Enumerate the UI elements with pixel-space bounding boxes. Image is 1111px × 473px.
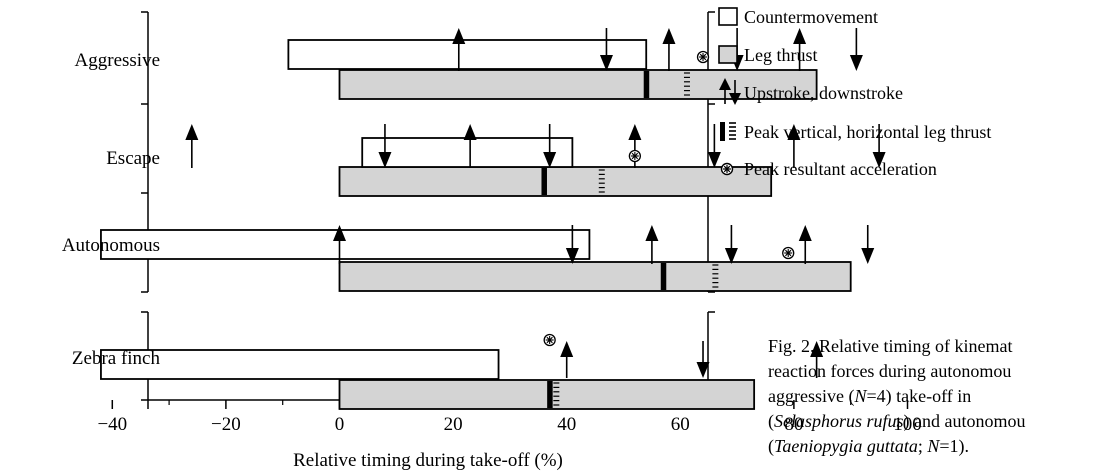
downstroke-arrowhead bbox=[872, 152, 886, 168]
countermovement-bar bbox=[287, 39, 648, 70]
x-tick-label: 0 bbox=[335, 414, 345, 435]
legend-item-peak-acceleration: Peak resultant acceleration bbox=[717, 158, 937, 180]
acceleration-marker-line bbox=[546, 336, 553, 344]
x-tick-label: −40 bbox=[97, 414, 127, 435]
acceleration-marker-line bbox=[699, 53, 707, 61]
x-tick-label: 60 bbox=[671, 414, 690, 435]
upstroke-arrowhead bbox=[463, 124, 477, 140]
peak-vertical-thrust-mark bbox=[660, 263, 667, 290]
figure-caption: Fig. 2. Relative timing of kinemat react… bbox=[768, 334, 1111, 459]
legend-label-leg-thrust: Leg thrust bbox=[744, 45, 818, 65]
upstroke-arrowhead bbox=[662, 28, 676, 44]
acceleration-marker-line bbox=[631, 152, 639, 160]
category-label: Escape bbox=[106, 148, 160, 169]
downstroke-arrowhead bbox=[707, 152, 721, 168]
downstroke-arrowhead bbox=[378, 152, 392, 168]
countermovement-swatch bbox=[717, 6, 741, 28]
upstroke-arrowhead bbox=[560, 341, 574, 357]
legend-label-peak-acceleration: Peak resultant acceleration bbox=[744, 159, 937, 179]
row-zebra-finch bbox=[100, 333, 824, 410]
caption-line-2: reaction forces during autonomou bbox=[768, 361, 1012, 381]
caption-line-4: (Selasphorus rufus) and autonomou bbox=[768, 411, 1026, 431]
caption-line-1: Fig. 2. Relative timing of kinemat bbox=[768, 336, 1013, 356]
x-tick-label: 80 bbox=[784, 414, 803, 435]
upstroke-arrowhead bbox=[452, 28, 466, 44]
legend-label-countermovement: Countermovement bbox=[744, 7, 878, 27]
downstroke-arrowhead bbox=[543, 152, 557, 168]
x-tick-label: 100 bbox=[893, 414, 922, 435]
legend-item-leg-thrust: Leg thrust bbox=[717, 44, 818, 66]
downstroke-arrowhead bbox=[565, 248, 579, 264]
legend-item-countermovement: Countermovement bbox=[717, 6, 878, 28]
upstroke-arrowhead bbox=[793, 28, 807, 44]
upstroke-arrowhead bbox=[787, 124, 801, 140]
row-aggressive bbox=[287, 28, 863, 100]
row-autonomous bbox=[100, 225, 875, 292]
upstroke-arrowhead bbox=[798, 225, 812, 241]
downstroke-arrowhead bbox=[724, 248, 738, 264]
x-tick-label: 40 bbox=[557, 414, 576, 435]
downstroke-arrowhead bbox=[849, 55, 863, 71]
up-down-arrow-icon bbox=[717, 78, 741, 105]
peak-vertical-thrust-mark bbox=[541, 168, 547, 195]
x-tick-label: −20 bbox=[211, 414, 241, 435]
legend-item-strokes: Upstroke, downstroke bbox=[717, 78, 903, 105]
category-labels: Aggressive Escape Autonomous Zebra finch bbox=[62, 50, 161, 369]
x-axis-label: Relative timing during take-off (%) bbox=[293, 450, 563, 471]
leg-thrust-swatch bbox=[717, 44, 741, 66]
upstroke-arrowhead bbox=[810, 341, 824, 357]
x-tick-label: 20 bbox=[444, 414, 463, 435]
leg-thrust-bar bbox=[338, 261, 852, 292]
legend-label-strokes: Upstroke, downstroke bbox=[744, 83, 903, 103]
legend-label-peak-thrust: Peak vertical, horizontal leg thrust bbox=[744, 122, 992, 142]
row-escape bbox=[185, 124, 886, 197]
downstroke-arrowhead bbox=[861, 248, 875, 264]
leg-thrust-bar bbox=[338, 379, 756, 410]
category-label: Aggressive bbox=[75, 50, 160, 71]
countermovement-bar bbox=[361, 137, 574, 168]
peak-thrust-icon bbox=[717, 121, 741, 143]
countermovement-bar bbox=[100, 229, 591, 260]
upstroke-arrowhead bbox=[645, 225, 659, 241]
peak-vertical-thrust-mark bbox=[547, 381, 553, 408]
upstroke-arrowhead bbox=[185, 124, 199, 140]
downstroke-arrowhead bbox=[599, 55, 613, 71]
countermovement-bar bbox=[100, 349, 500, 380]
upstroke-arrowhead bbox=[333, 225, 346, 241]
category-label: Zebra finch bbox=[72, 348, 161, 369]
chart-marks bbox=[100, 28, 886, 410]
caption-line-3: aggressive (N=4) take-off in bbox=[768, 386, 972, 406]
upstroke-arrowhead bbox=[628, 124, 642, 140]
legend-item-peak-thrust: Peak vertical, horizontal leg thrust bbox=[717, 121, 991, 143]
leg-thrust-bar bbox=[338, 166, 773, 197]
caption-line-5: (Taeniopygia guttata; N=1). bbox=[768, 436, 970, 456]
category-label: Autonomous bbox=[62, 235, 160, 256]
acceleration-marker-line bbox=[785, 249, 792, 257]
peak-vertical-thrust-mark bbox=[643, 71, 650, 98]
downstroke-arrowhead bbox=[696, 362, 710, 378]
acceleration-marker-icon bbox=[717, 158, 741, 180]
